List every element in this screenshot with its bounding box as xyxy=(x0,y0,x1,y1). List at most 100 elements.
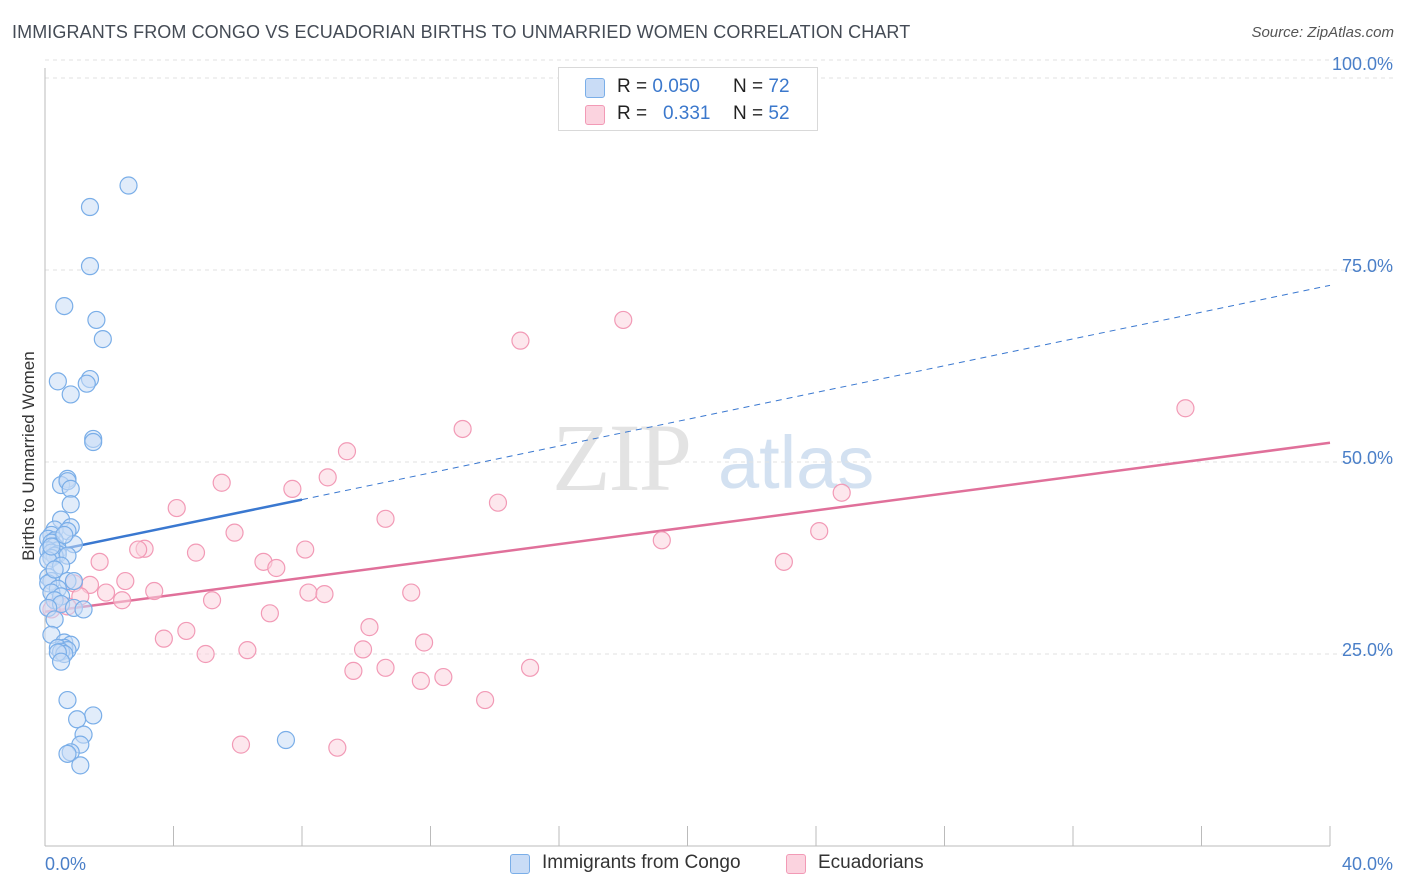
watermark-zip: ZIP xyxy=(552,404,692,511)
point-ecuadorians xyxy=(186,543,206,562)
point-ecuadorians xyxy=(328,738,347,757)
point-congo xyxy=(58,744,77,763)
point-congo xyxy=(84,432,103,452)
point-congo xyxy=(55,525,74,545)
point-ecuadorians xyxy=(267,558,286,578)
point-ecuadorians xyxy=(520,658,540,677)
x-tick-label-max: 40.0% xyxy=(1342,854,1393,874)
point-ecuadorians xyxy=(202,591,222,610)
point-ecuadorians xyxy=(90,552,109,571)
point-congo xyxy=(74,600,93,619)
y-tick-label: 75.0% xyxy=(1342,256,1393,276)
point-congo xyxy=(119,176,138,195)
point-ecuadorians xyxy=(196,644,215,664)
y-axis-title: Births to Unmarried Women xyxy=(19,351,38,560)
point-ecuadorians xyxy=(614,310,633,330)
source-label: Source: ZipAtlas.com xyxy=(1251,24,1394,41)
point-congo xyxy=(48,372,67,391)
x-tick-label-min: 0.0% xyxy=(45,854,86,874)
grid-lines xyxy=(45,59,1394,655)
chart-title: IMMIGRANTS FROM CONGO VS ECUADORIAN BIRT… xyxy=(12,22,911,42)
point-ecuadorians xyxy=(376,658,395,677)
point-ecuadorians xyxy=(652,531,671,550)
point-ecuadorians xyxy=(488,493,508,512)
point-ecuadorians xyxy=(774,552,793,571)
data-points xyxy=(39,176,1195,775)
point-ecuadorians xyxy=(145,581,164,601)
y-tick-label: 100.0% xyxy=(1332,54,1393,74)
point-ecuadorians xyxy=(299,583,318,602)
point-ecuadorians xyxy=(231,735,251,754)
point-congo xyxy=(61,495,80,514)
point-ecuadorians xyxy=(318,468,337,487)
legend-swatch-congo xyxy=(585,78,605,98)
trend-line-ecuadorians xyxy=(44,441,1331,613)
point-congo xyxy=(42,537,61,556)
point-congo xyxy=(45,610,64,629)
point-ecuadorians xyxy=(414,633,434,652)
point-ecuadorians xyxy=(376,509,395,528)
point-congo xyxy=(87,310,106,330)
point-ecuadorians xyxy=(225,523,244,542)
correlation-legend: R = 0.050 N = 72 R = 0.331 N = 52 xyxy=(558,67,818,131)
point-ecuadorians xyxy=(177,621,196,641)
point-ecuadorians xyxy=(411,671,430,690)
point-ecuadorians xyxy=(154,629,173,648)
legend-n-value-ecuadorians: 52 xyxy=(768,103,790,124)
y-tick-label: 50.0% xyxy=(1342,448,1393,468)
point-ecuadorians xyxy=(337,442,357,461)
series-label-ecuadorians: Ecuadorians xyxy=(818,852,924,873)
point-ecuadorians xyxy=(434,667,453,687)
point-ecuadorians xyxy=(116,571,135,591)
legend-r-value-ecuadorians: 0.331 xyxy=(662,103,711,124)
point-ecuadorians xyxy=(167,498,186,518)
legend-r-value-congo: 0.050 xyxy=(652,76,700,97)
point-congo xyxy=(55,296,74,316)
legend-swatch-ecuadorians xyxy=(585,105,605,125)
point-congo xyxy=(51,652,71,671)
point-congo xyxy=(71,756,90,775)
trend-lines xyxy=(44,284,1331,613)
legend-r-congo: R = 0.050 xyxy=(617,76,700,97)
trend-line-congo-projection xyxy=(301,284,1331,501)
point-ecuadorians xyxy=(453,419,472,439)
y-tick-label: 25.0% xyxy=(1342,640,1393,660)
point-ecuadorians xyxy=(810,522,829,541)
point-congo xyxy=(64,571,84,591)
point-congo xyxy=(276,730,296,750)
point-congo xyxy=(80,257,100,276)
series-label-congo: Immigrants from Congo xyxy=(542,852,741,873)
series-swatch-ecuadorians xyxy=(786,854,806,874)
point-congo xyxy=(68,710,87,729)
point-ecuadorians xyxy=(360,618,379,637)
legend-n-ecuadorians: N = 52 xyxy=(733,103,790,124)
point-ecuadorians xyxy=(260,604,279,623)
trend-line-congo xyxy=(44,498,303,554)
point-ecuadorians xyxy=(344,661,363,680)
point-ecuadorians xyxy=(96,583,116,602)
point-ecuadorians xyxy=(476,690,495,710)
point-congo xyxy=(93,330,112,349)
axis-labels: Births to Unmarried Women 25.0% 50.0% 75.0… xyxy=(19,54,1393,874)
series-swatch-congo xyxy=(510,854,530,874)
point-congo xyxy=(61,479,80,498)
point-congo xyxy=(80,197,100,217)
point-ecuadorians xyxy=(511,331,530,350)
point-ecuadorians xyxy=(129,540,148,559)
point-congo xyxy=(84,706,103,725)
point-congo xyxy=(45,560,64,579)
point-ecuadorians xyxy=(238,641,257,660)
point-congo xyxy=(77,374,96,393)
point-ecuadorians xyxy=(1176,399,1195,418)
legend-r-ecuadorians: R = 0.331 xyxy=(617,103,711,124)
point-congo xyxy=(58,690,77,710)
point-ecuadorians xyxy=(315,584,334,604)
point-ecuadorians xyxy=(832,483,851,502)
point-ecuadorians xyxy=(296,540,315,559)
axes xyxy=(44,68,1331,847)
point-ecuadorians xyxy=(212,473,231,492)
point-ecuadorians xyxy=(283,479,302,498)
legend-n-congo: N = 72 xyxy=(733,76,790,97)
point-congo xyxy=(61,385,80,404)
